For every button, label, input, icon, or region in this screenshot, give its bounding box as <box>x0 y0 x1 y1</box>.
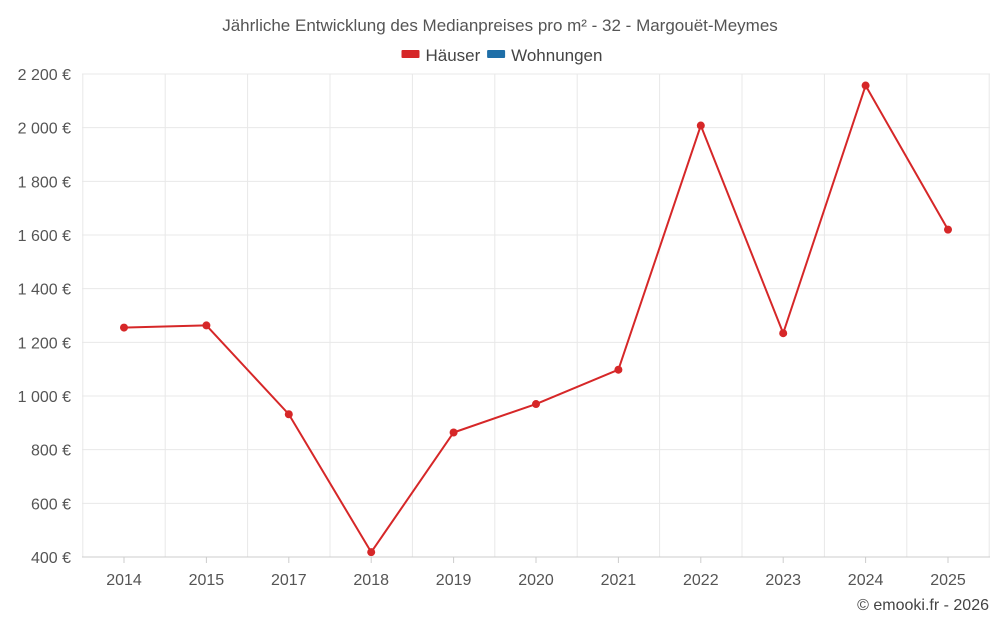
x-tick-label: 2025 <box>930 572 966 589</box>
x-tick-label: 2022 <box>683 572 719 589</box>
y-tick-label: 800 € <box>31 443 71 460</box>
legend-item[interactable]: Wohnungen <box>487 46 602 65</box>
legend-label: Wohnungen <box>511 46 602 65</box>
x-tick-label: 2021 <box>601 572 637 589</box>
chart-title: Jährliche Entwicklung des Medianpreises … <box>222 16 778 35</box>
y-tick-label: 2 000 € <box>18 121 71 138</box>
y-tick-label: 400 € <box>31 550 71 567</box>
data-point[interactable] <box>202 321 211 330</box>
x-tick-label: 2024 <box>848 572 884 589</box>
data-point[interactable] <box>861 81 870 90</box>
data-point[interactable] <box>696 121 705 130</box>
legend-label: Häuser <box>426 46 481 65</box>
legend-swatch <box>487 50 506 58</box>
x-tick-label: 2017 <box>271 572 307 589</box>
grid <box>82 73 990 558</box>
data-point[interactable] <box>367 548 376 557</box>
y-tick-label: 1 800 € <box>18 174 71 191</box>
data-point[interactable] <box>284 410 293 419</box>
legend[interactable]: Häuser Wohnungen <box>401 46 603 65</box>
x-tick-label: 2023 <box>765 572 801 589</box>
y-tick-label: 1 400 € <box>18 282 71 299</box>
x-tick-label: 2020 <box>518 572 554 589</box>
data-point[interactable] <box>944 225 952 234</box>
y-tick-label: 2 200 € <box>18 67 71 84</box>
x-tick-label: 2014 <box>106 572 142 589</box>
x-tick-label: 2015 <box>189 572 225 589</box>
data-point[interactable] <box>532 400 540 409</box>
x-axis: 2014 2015 2017 2018 2019 2020 2021 2022 2023 2024… <box>106 557 966 589</box>
data-point[interactable] <box>614 365 623 374</box>
credit-text: © emooki.fr - 2026 <box>857 597 989 614</box>
data-point[interactable] <box>779 329 788 338</box>
y-tick-label: 1 200 € <box>18 335 71 352</box>
legend-item[interactable]: Häuser <box>401 46 481 65</box>
x-tick-label: 2018 <box>353 572 389 589</box>
y-tick-label: 600 € <box>31 496 71 513</box>
data-point[interactable] <box>120 323 128 332</box>
legend-swatch <box>401 50 420 58</box>
x-tick-label: 2019 <box>436 572 472 589</box>
y-axis: 400 € 600 € 800 € 1 000 € 1 200 € 1 400 € 1 60… <box>18 67 71 567</box>
y-tick-label: 1 000 € <box>18 389 71 406</box>
data-point[interactable] <box>449 428 458 437</box>
y-tick-label: 1 600 € <box>18 228 71 245</box>
series-area <box>120 81 952 557</box>
